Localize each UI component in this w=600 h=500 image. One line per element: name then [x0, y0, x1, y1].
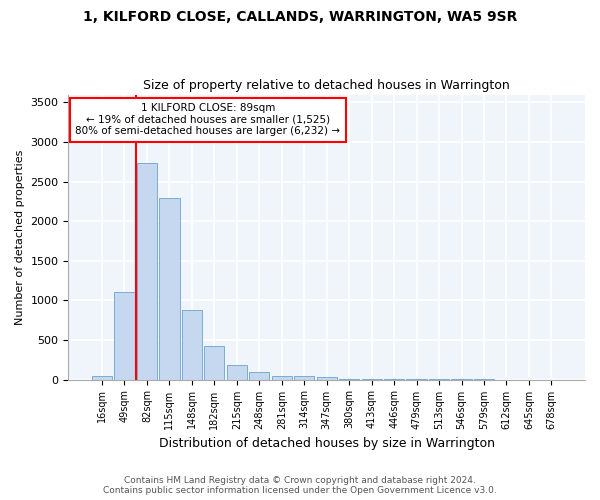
- Bar: [182, 310, 202, 380]
- Bar: [272, 376, 292, 380]
- Text: Contains HM Land Registry data © Crown copyright and database right 2024.
Contai: Contains HM Land Registry data © Crown c…: [103, 476, 497, 495]
- Bar: [204, 346, 224, 380]
- X-axis label: Distribution of detached houses by size in Warrington: Distribution of detached houses by size …: [159, 437, 495, 450]
- Bar: [137, 162, 157, 380]
- Text: 1, KILFORD CLOSE, CALLANDS, WARRINGTON, WA5 9SR: 1, KILFORD CLOSE, CALLANDS, WARRINGTON, …: [83, 10, 517, 24]
- Text: 1 KILFORD CLOSE: 89sqm
← 19% of detached houses are smaller (1,525)
80% of semi-: 1 KILFORD CLOSE: 89sqm ← 19% of detached…: [76, 103, 340, 136]
- Bar: [92, 376, 112, 380]
- Y-axis label: Number of detached properties: Number of detached properties: [15, 150, 25, 325]
- Bar: [115, 292, 134, 380]
- Bar: [249, 372, 269, 380]
- Bar: [339, 379, 359, 380]
- Title: Size of property relative to detached houses in Warrington: Size of property relative to detached ho…: [143, 79, 510, 92]
- Bar: [294, 376, 314, 380]
- Bar: [227, 365, 247, 380]
- Bar: [317, 377, 337, 380]
- Bar: [159, 198, 179, 380]
